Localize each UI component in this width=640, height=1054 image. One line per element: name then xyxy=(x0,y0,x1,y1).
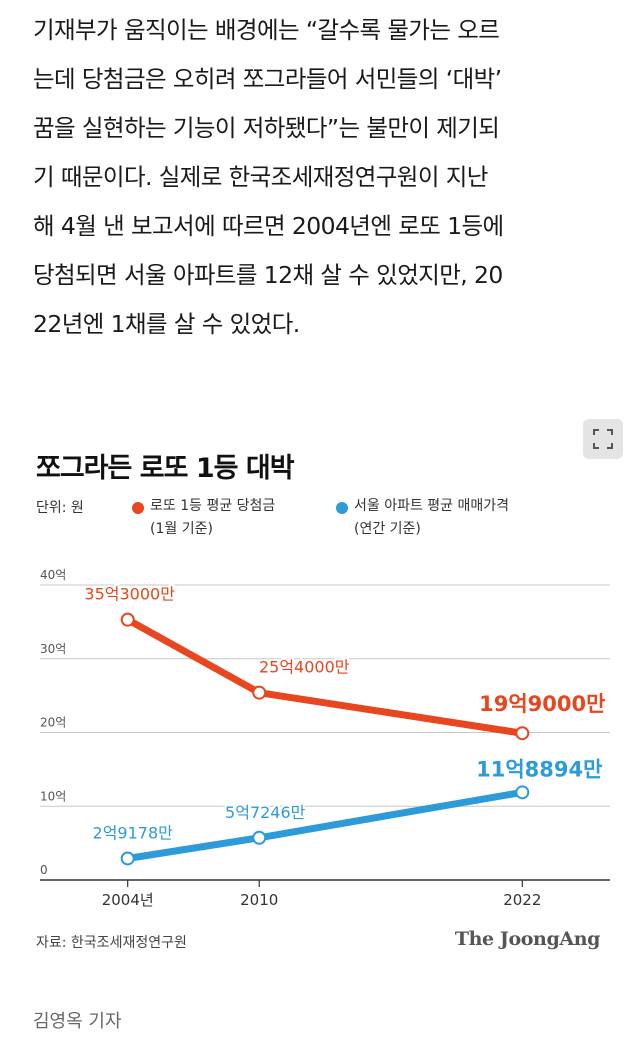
data-label: 35억3000만 xyxy=(84,585,175,604)
x-tick-label: 2010 xyxy=(240,891,278,909)
expand-icon xyxy=(593,429,613,449)
data-point xyxy=(515,785,530,800)
byline: 김영옥 기자 xyxy=(33,1011,122,1032)
y-tick-label: 40억 xyxy=(40,568,66,582)
article-body: 기재부가 움직이는 배경에는 “갈수록 물가는 오르 는데 당첨금은 오히려 쪼… xyxy=(33,6,613,349)
series-line xyxy=(124,788,526,862)
data-label: 11억8894만 xyxy=(476,757,602,781)
graphic-title: 쪼그라든 로또 1등 대박 xyxy=(36,453,295,484)
y-tick-label: 0 xyxy=(40,863,48,877)
legend-label: 서울 아파트 평균 매매가격 xyxy=(354,498,510,514)
data-point xyxy=(120,851,135,866)
article-line: 꿈을 실현하는 기능이 저하됐다”는 불만이 제기되 xyxy=(33,114,500,142)
data-label: 2억9178만 xyxy=(93,823,174,842)
y-tick-label: 30억 xyxy=(40,642,66,656)
y-tick-label: 20억 xyxy=(40,716,66,730)
data-label: 25억4000만 xyxy=(259,658,350,677)
data-label: 19억9000만 xyxy=(479,692,605,716)
x-tick-label: 2022 xyxy=(503,891,541,909)
legend-item-lotto: 로또 1등 평균 당첨금 (1월 기준) xyxy=(150,495,275,541)
article-line: 해 4월 낸 보고서에 따르면 2004년엔 로또 1등에 xyxy=(33,212,504,240)
article-line: 당첨되면 서울 아파트를 12채 살 수 있었지만, 20 xyxy=(33,261,503,289)
source-note: 자료: 한국조세재정연구원 xyxy=(36,935,187,951)
article-line: 기 때문이다. 실제로 한국조세재정연구원이 지난 xyxy=(33,163,488,191)
legend-label: 로또 1등 평균 당첨금 xyxy=(150,498,276,514)
unit-label: 단위: 원 xyxy=(36,500,84,516)
data-point xyxy=(120,612,135,627)
x-tick-label: 2004년 xyxy=(102,891,154,909)
data-point xyxy=(515,726,530,741)
expand-image-button[interactable] xyxy=(583,419,623,459)
legend-note: (연간 기준) xyxy=(354,521,421,537)
article-line: 기재부가 움직이는 배경에는 “갈수록 물가는 오르 xyxy=(33,16,500,44)
data-point xyxy=(252,685,267,700)
data-point xyxy=(252,830,267,845)
article-line: 22년엔 1채를 살 수 있었다. xyxy=(33,310,300,338)
legend-dot-apartment xyxy=(336,502,348,514)
data-label: 5억7246만 xyxy=(225,803,306,822)
legend-note: (1월 기준) xyxy=(150,521,213,537)
legend-item-apartment: 서울 아파트 평균 매매가격 (연간 기준) xyxy=(354,495,509,541)
y-tick-label: 10억 xyxy=(40,789,66,803)
article-line: 는데 당첨금은 오히려 쪼그라들어 서민들의 ‘대박’ xyxy=(33,65,502,93)
brand-logo: The JoongAng xyxy=(454,928,601,950)
legend-dot-lotto xyxy=(132,502,144,514)
